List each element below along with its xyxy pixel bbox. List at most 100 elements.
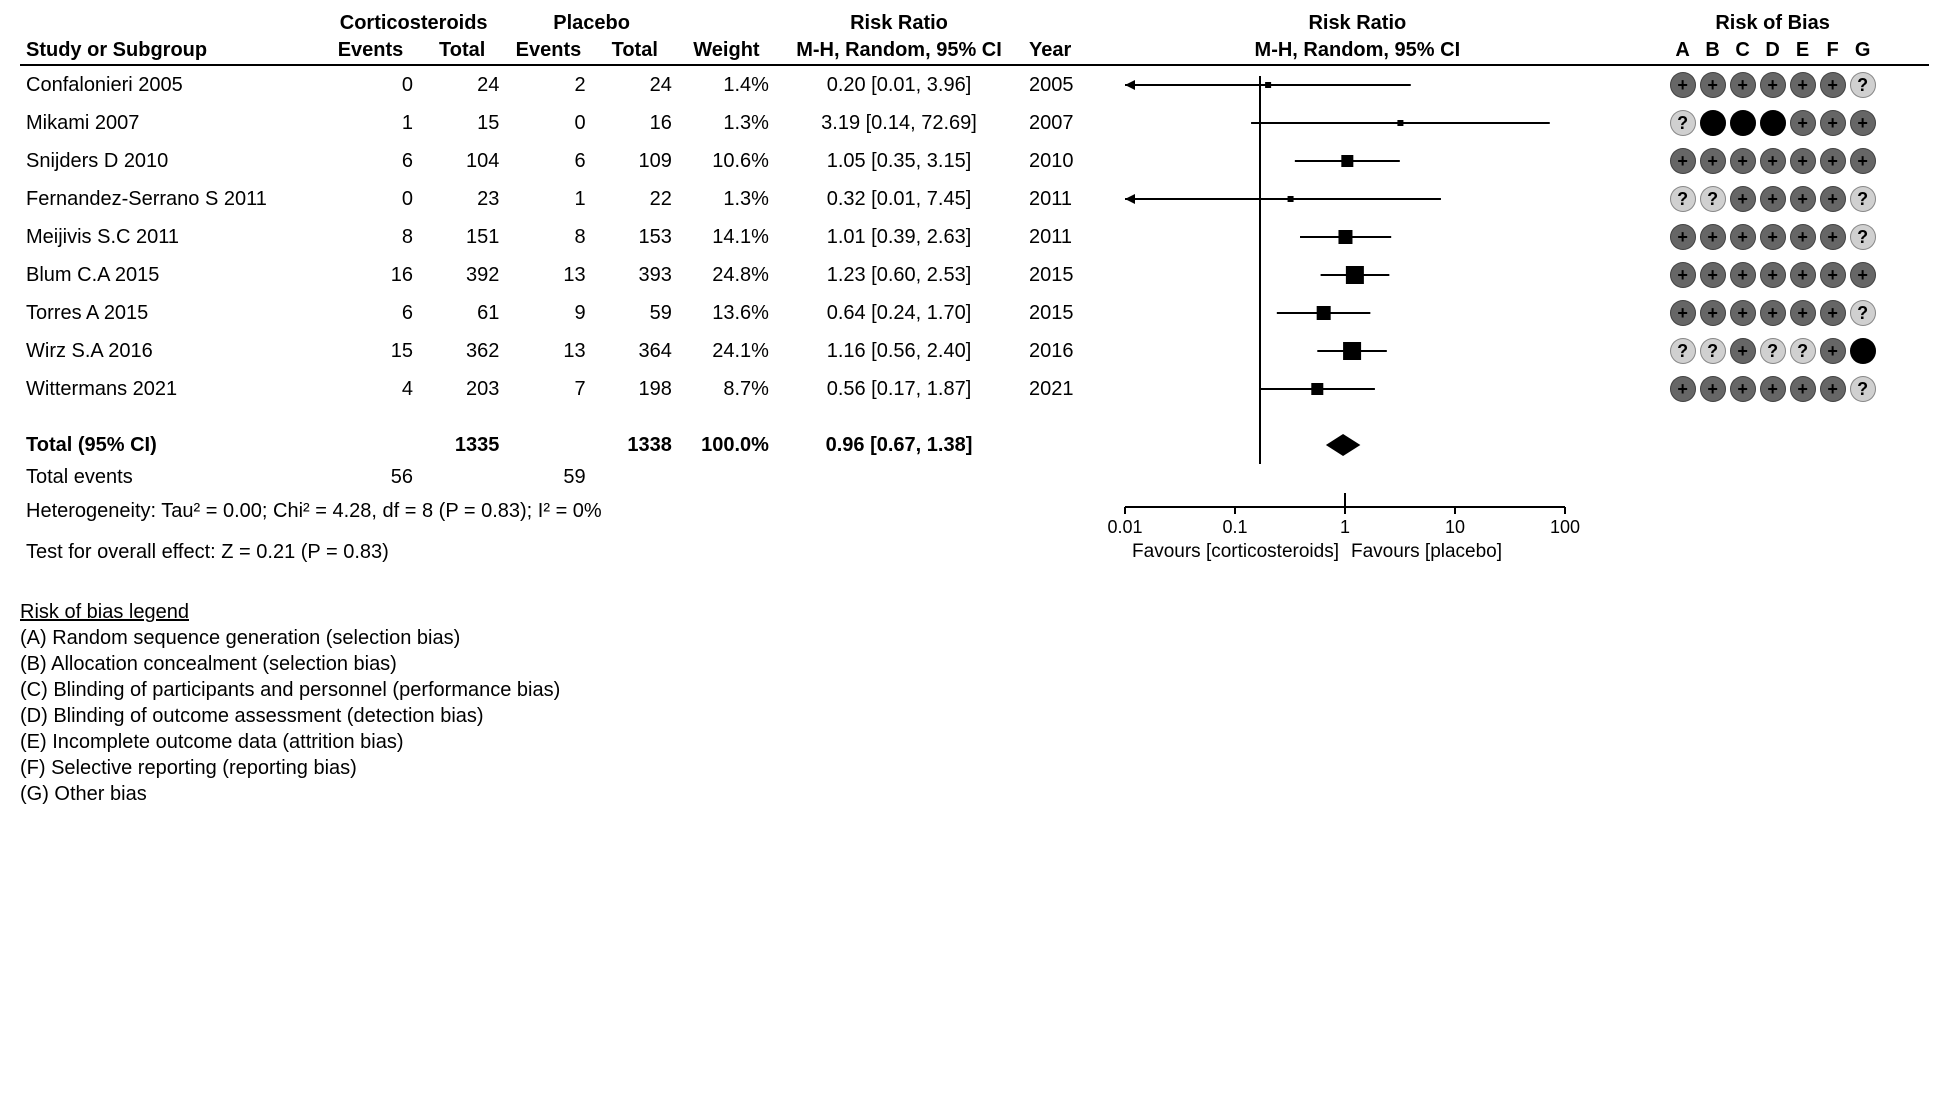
forest-ci-cell [1099,65,1617,104]
rob-low-icon: + [1730,186,1756,212]
forest-ci-cell [1099,294,1617,332]
total1: 392 [419,256,505,294]
rob-cell: ++++++? [1616,218,1929,256]
total2: 24 [592,65,678,104]
rob-low-icon: + [1730,148,1756,174]
rob-legend-title: Risk of bias legend [20,601,1929,624]
rob-low-icon: + [1730,72,1756,98]
heterogeneity-text: Heterogeneity: Tau² = 0.00; Chi² = 4.28,… [20,491,1099,532]
rob-unclear-icon: ? [1850,300,1876,326]
 [1023,426,1098,464]
svg-text:0.1: 0.1 [1222,517,1247,537]
total1: 104 [419,142,505,180]
rob-unclear-icon: ? [1670,338,1696,364]
rob-low-icon: + [1790,376,1816,402]
rob-letter: A [1670,39,1696,62]
rob-low-icon: + [1820,300,1846,326]
rob-low-icon: + [1670,72,1696,98]
risk-ratio: 3.19 [0.14, 72.69] [775,104,1023,142]
 [419,464,505,491]
year: 2007 [1023,104,1098,142]
rob-low-icon: + [1700,224,1726,250]
rob-low-icon: + [1760,224,1786,250]
forest-plot-table: Corticosteroids Placebo Risk Ratio Risk … [20,10,1929,573]
svg-text:0.01: 0.01 [1107,517,1142,537]
rob-low-icon: + [1730,224,1756,250]
total-events-row: Total events5659 [20,464,1929,491]
heterogeneity-row: Heterogeneity: Tau² = 0.00; Chi² = 4.28,… [20,491,1929,532]
rob-low-icon: + [1820,148,1846,174]
events2: 1 [505,180,591,218]
rob-low-icon: + [1760,300,1786,326]
events2-header: Events [505,37,591,65]
legend-item: (D) Blinding of outcome assessment (dete… [20,705,1929,728]
rob-cell: ??++++? [1616,180,1929,218]
rob-high-icon: − [1700,110,1726,136]
total-weight: 100.0% [678,426,775,464]
year: 2015 [1023,256,1098,294]
risk-ratio: 1.23 [0.60, 2.53] [775,256,1023,294]
rob-low-icon: + [1730,338,1756,364]
rob-low-icon: + [1820,72,1846,98]
risk-ratio: 0.32 [0.01, 7.45] [775,180,1023,218]
year: 2015 [1023,294,1098,332]
study-name: Mikami 2007 [20,104,322,142]
rob-unclear-icon: ? [1760,338,1786,364]
weight: 10.6% [678,142,775,180]
events1: 0 [322,65,419,104]
year: 2021 [1023,370,1098,408]
events1: 16 [322,256,419,294]
year: 2005 [1023,65,1098,104]
 [1616,426,1929,464]
rob-low-icon: + [1670,148,1696,174]
rob-low-icon: + [1790,148,1816,174]
events2: 2 [505,65,591,104]
 [505,426,591,464]
forest-ci-cell [1099,370,1617,408]
rob-low-icon: + [1760,186,1786,212]
weight: 13.6% [678,294,775,332]
events1-header: Events [322,37,419,65]
rob-letter: F [1820,39,1846,62]
rob-low-icon: + [1700,148,1726,174]
table-row: Fernandez-Serrano S 20110231221.3%0.32 [… [20,180,1929,218]
rob-low-icon: + [1820,186,1846,212]
rob-low-icon: + [1790,186,1816,212]
rob-low-icon: + [1700,72,1726,98]
rob-unclear-icon: ? [1850,186,1876,212]
forest-ci-cell [1099,104,1617,142]
table-row: Wirz S.A 2016153621336424.1%1.16 [0.56, … [20,332,1929,370]
 [1616,464,1929,491]
rr-sub-header: M-H, Random, 95% CI [775,37,1023,65]
total2: 59 [592,294,678,332]
weight-header: Weight [678,37,775,65]
events2: 13 [505,256,591,294]
year: 2010 [1023,142,1098,180]
svg-text:100: 100 [1549,517,1579,537]
rob-low-icon: + [1790,224,1816,250]
events2: 7 [505,370,591,408]
total2: 153 [592,218,678,256]
study-name: Blum C.A 2015 [20,256,322,294]
rob-low-icon: + [1700,376,1726,402]
legend-item: (G) Other bias [20,783,1929,806]
forest-ci-cell [1099,332,1617,370]
events2: 8 [505,218,591,256]
study-header: Study or Subgroup [20,37,322,65]
rob-low-icon: + [1850,148,1876,174]
rob-low-icon: + [1760,72,1786,98]
year: 2016 [1023,332,1098,370]
rob-low-icon: + [1820,224,1846,250]
legend-item: (B) Allocation concealment (selection bi… [20,653,1929,676]
total2: 393 [592,256,678,294]
legend-item: (F) Selective reporting (reporting bias) [20,757,1929,780]
events1: 6 [322,142,419,180]
total-events-1: 56 [322,464,419,491]
year: 2011 [1023,180,1098,218]
rob-cell: +++++++ [1616,142,1929,180]
total2: 16 [592,104,678,142]
total1: 15 [419,104,505,142]
total1: 203 [419,370,505,408]
total2: 364 [592,332,678,370]
rob-title: Risk of Bias [1616,10,1929,37]
